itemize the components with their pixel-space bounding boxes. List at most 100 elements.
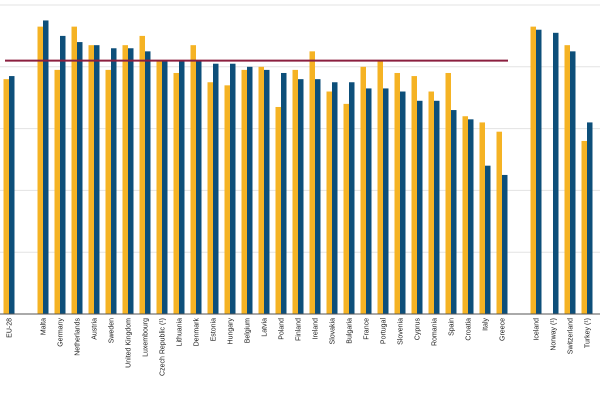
bar [445, 72, 451, 314]
bar [502, 174, 508, 314]
bar [383, 88, 389, 315]
bars [3, 20, 593, 315]
bar [377, 60, 383, 315]
category-label: Portugal [381, 318, 388, 345]
bar [479, 122, 485, 314]
category-label: Denmark [194, 318, 201, 347]
bar [207, 82, 213, 314]
bar [496, 131, 502, 314]
bar [190, 45, 196, 315]
bar [468, 119, 474, 314]
bar [332, 82, 338, 314]
bar [451, 110, 457, 314]
bar [292, 69, 298, 314]
bar [111, 48, 117, 314]
bar [3, 79, 9, 314]
bar [281, 72, 287, 314]
bar [360, 66, 366, 314]
bar [196, 60, 202, 315]
bar [394, 72, 400, 314]
bar [553, 32, 559, 315]
bar [173, 72, 179, 314]
category-label: Greece [500, 318, 507, 341]
bar [536, 29, 542, 314]
bar [485, 165, 491, 314]
bar [128, 48, 134, 314]
category-label: Bulgaria [347, 318, 354, 344]
bar [224, 85, 230, 314]
category-label: Italy [483, 318, 490, 331]
bar [264, 69, 270, 314]
category-label: Poland [279, 318, 286, 340]
category-label: EU-28 [7, 318, 14, 338]
bar [411, 76, 417, 314]
category-label: Estonia [211, 318, 218, 341]
bar [275, 106, 281, 314]
category-label: Cyprus [415, 318, 422, 341]
bar [105, 69, 111, 314]
category-label: Hungary [228, 318, 235, 345]
bar [54, 69, 60, 314]
bar [145, 51, 151, 314]
bar [71, 26, 77, 314]
bar [37, 26, 43, 314]
bar [581, 140, 587, 314]
bar [241, 69, 247, 314]
bar [400, 91, 406, 315]
category-label: Turkey (¹) [585, 318, 592, 348]
category-label: Luxembourg [143, 318, 150, 357]
category-label: Slovakia [330, 318, 337, 345]
category-label: Ireland [313, 318, 320, 340]
bar [162, 60, 168, 315]
category-label: Czech Republic (¹) [160, 318, 167, 376]
bar [156, 60, 162, 315]
bar [88, 45, 94, 315]
bar [298, 79, 304, 314]
category-label: Slovenia [398, 318, 405, 345]
bar [179, 60, 185, 315]
bar [43, 20, 49, 314]
bar [587, 122, 593, 314]
category-label: Finland [296, 318, 303, 341]
category-label: Croatia [466, 318, 473, 341]
bar [213, 63, 219, 315]
category-label: Spain [449, 318, 456, 336]
bar [349, 82, 355, 314]
bar [315, 79, 321, 314]
bar [428, 91, 434, 315]
bar [417, 100, 423, 314]
category-label: Switzerland [568, 318, 575, 354]
category-labels: EU-28 Malta Germany Netherlands Austria Swede… [7, 318, 592, 376]
category-label: Norway (¹) [551, 318, 558, 351]
category-label: Malta [41, 318, 48, 335]
bar [366, 88, 372, 315]
bar [9, 76, 15, 314]
category-label: Lithuania [177, 318, 184, 347]
category-label: Germany [58, 318, 65, 347]
category-label: Netherlands [75, 318, 82, 356]
bar [434, 100, 440, 314]
category-label: Belgium [245, 318, 252, 343]
bar [139, 35, 145, 315]
bar [309, 51, 315, 314]
bar [94, 45, 100, 315]
category-label: Iceland [534, 318, 541, 341]
category-label: United Kingdom [126, 318, 133, 368]
bar [258, 66, 264, 314]
bar [530, 26, 536, 314]
category-label: Latvia [262, 318, 269, 337]
bar [77, 42, 83, 314]
bar [570, 51, 576, 314]
bar [326, 91, 332, 315]
category-label: France [364, 318, 371, 340]
category-label: Austria [92, 318, 99, 340]
bar [462, 116, 468, 315]
bar [247, 66, 253, 314]
bar [564, 45, 570, 315]
category-label: Sweden [109, 318, 116, 343]
bar [230, 63, 236, 315]
bar [60, 35, 66, 315]
bar [122, 45, 128, 315]
